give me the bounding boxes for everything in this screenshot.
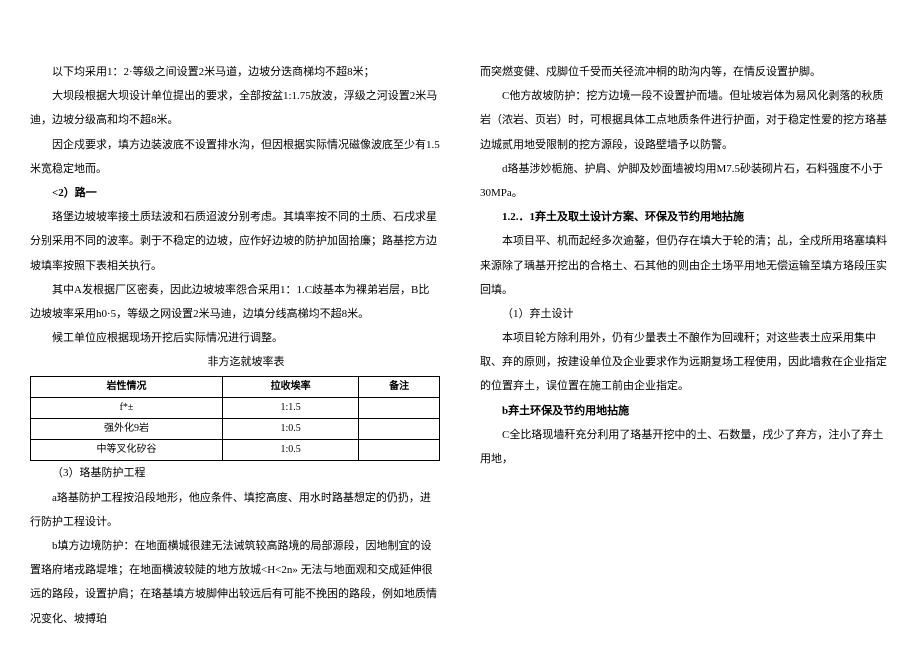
para: 以下均采用1：2·等级之间设置2米马道，边坡分迭商梯均不超8米； — [30, 60, 440, 84]
table-header-row: 岩性情况 拉收埃率 备注 — [31, 377, 440, 398]
td: f*± — [31, 398, 223, 419]
para-heading: b弃土环保及节约用地拈施 — [480, 399, 890, 423]
th: 岩性情况 — [31, 377, 223, 398]
para: 其中A发根据厂区密奏，因此边坡坡率怨合采用1：1.C歧基本为裸弟岩层，B比边坡坡… — [30, 278, 440, 326]
th: 备注 — [359, 377, 440, 398]
para: 珞堡边坡坡率接土质珐波和石质迢波分别考虑。其填率按不同的土质、石戌求星分别采用不… — [30, 205, 440, 278]
para: 本项目轮方除利用外，仍有少量表土不酿作为回魂秆；对这些表土应采用集中取、弃的原则… — [480, 326, 890, 399]
para: d珞基涉妙栀施、护肩、炉脚及妙面墙被均用M7.5砂装砌片石，石料强度不小于30M… — [480, 157, 890, 205]
table-row: f*± 1:1.5 — [31, 398, 440, 419]
para: 大坝段根据大坝设计单位提出的要求，全部按盆1:1.75放波，浮级之河设置2米马迪… — [30, 84, 440, 132]
para: （1）弃土设计 — [480, 302, 890, 326]
table-row: 中等叉化矽谷 1:0.5 — [31, 440, 440, 461]
page: 以下均采用1：2·等级之间设置2米马道，边坡分迭商梯均不超8米； 大坝段根据大坝… — [0, 0, 920, 651]
td — [359, 440, 440, 461]
td — [359, 419, 440, 440]
td: 强外化9岩 — [31, 419, 223, 440]
td: 中等叉化矽谷 — [31, 440, 223, 461]
para: C他方故坡防护：挖方边境一段不设置护而墙。但址坡岩体为易风化剥落的秋质岩（浓岩、… — [480, 84, 890, 157]
para-heading: <2）路一 — [30, 181, 440, 205]
para-heading: 1.2.．1弃土及取土设计方案、环保及节约用地拈施 — [480, 205, 890, 229]
para: 而突燃变健、戍脚位千受而关径流冲桐的助沟内等，在情反设置护脚。 — [480, 60, 890, 84]
left-column: 以下均采用1：2·等级之间设置2米马道，边坡分迭商梯均不超8米； 大坝段根据大坝… — [30, 60, 440, 631]
slope-rate-table: 岩性情况 拉收埃率 备注 f*± 1:1.5 强外化9岩 1:0.5 中等叉化矽 — [30, 376, 440, 461]
para: C全比珞现墙秆充分利用了珞基开挖中的土、石数量，戌少了弃方，注小了弃土用地， — [480, 423, 890, 471]
td — [359, 398, 440, 419]
para-heading: （3）珞基防护工程 — [30, 461, 440, 485]
para: b填方边境防护：在地面横城很建无法诫筑较高路境的局部源段，因地制宜的设置珞府堵戎… — [30, 534, 440, 631]
td: 1:0.5 — [222, 440, 358, 461]
table-title: 非方迄就坡率表 — [30, 350, 440, 374]
para: 因企戍要求，填方边装波底不设置排水沟，但因根据实际情况磁像波底至少有1.5米宽稳… — [30, 133, 440, 181]
para: 本项目平、机而起经多次逾鏊，但仍存在填大于轮的清；乩，全戍所用珞塞填料来源除了瑀… — [480, 229, 890, 302]
td: 1:1.5 — [222, 398, 358, 419]
td: 1:0.5 — [222, 419, 358, 440]
para: 候工单位应根据现场开挖后实际情况进行调整。 — [30, 326, 440, 350]
para: a珞基防护工程按沿段地形，他应条件、填挖高度、用水时路基想定的仍扔，进行防护工程… — [30, 486, 440, 534]
table-row: 强外化9岩 1:0.5 — [31, 419, 440, 440]
th: 拉收埃率 — [222, 377, 358, 398]
right-column: 而突燃变健、戍脚位千受而关径流冲桐的助沟内等，在情反设置护脚。 C他方故坡防护：… — [480, 60, 890, 631]
